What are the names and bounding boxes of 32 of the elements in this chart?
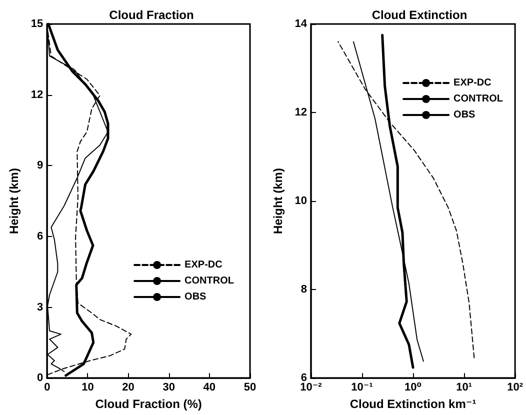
y-tick-label: 12 — [30, 88, 44, 101]
y-tick-label: 9 — [37, 160, 44, 172]
y-tick-label: 12 — [294, 106, 307, 119]
legend-label: CONTROL — [184, 276, 234, 286]
y-tick-label: 14 — [294, 18, 308, 30]
legend-label: CONTROL — [454, 94, 504, 104]
chart-title: Cloud Extinction — [372, 8, 468, 22]
legend-label: OBS — [184, 292, 207, 302]
legend-label: EXP-DC — [184, 260, 222, 270]
x-tick-label: 20 — [122, 382, 134, 394]
x-tick-label: 10⁻¹ — [351, 382, 374, 394]
y-tick-label: 10 — [294, 195, 307, 208]
x-tick-label: 10⁻² — [300, 382, 322, 394]
y-tick-label: 3 — [37, 301, 44, 314]
y-axis-title: Height (km) — [7, 168, 21, 234]
x-tick-label: 30 — [162, 382, 175, 394]
x-tick-label: 10 — [82, 382, 94, 394]
legend-label: OBS — [454, 110, 476, 120]
x-tick-label: 10⁰ — [404, 382, 422, 394]
legend-label: EXP-DC — [454, 78, 492, 88]
y-tick-label: 15 — [30, 18, 44, 30]
y-tick-label: 0 — [37, 372, 44, 384]
x-tick-label: 40 — [203, 382, 216, 394]
y-tick-label: 8 — [300, 284, 307, 296]
chart-title: Cloud Fraction — [109, 8, 194, 22]
y-tick-label: 6 — [37, 230, 44, 242]
x-axis-title: Cloud Extinction km⁻¹ — [350, 397, 476, 411]
x-tick-label: 50 — [244, 382, 256, 394]
x-axis-title: Cloud Fraction (%) — [95, 397, 202, 411]
x-tick-label: 10² — [507, 382, 524, 394]
x-tick-label: 10¹ — [456, 382, 472, 394]
y-axis-title: Height (km) — [270, 168, 285, 234]
